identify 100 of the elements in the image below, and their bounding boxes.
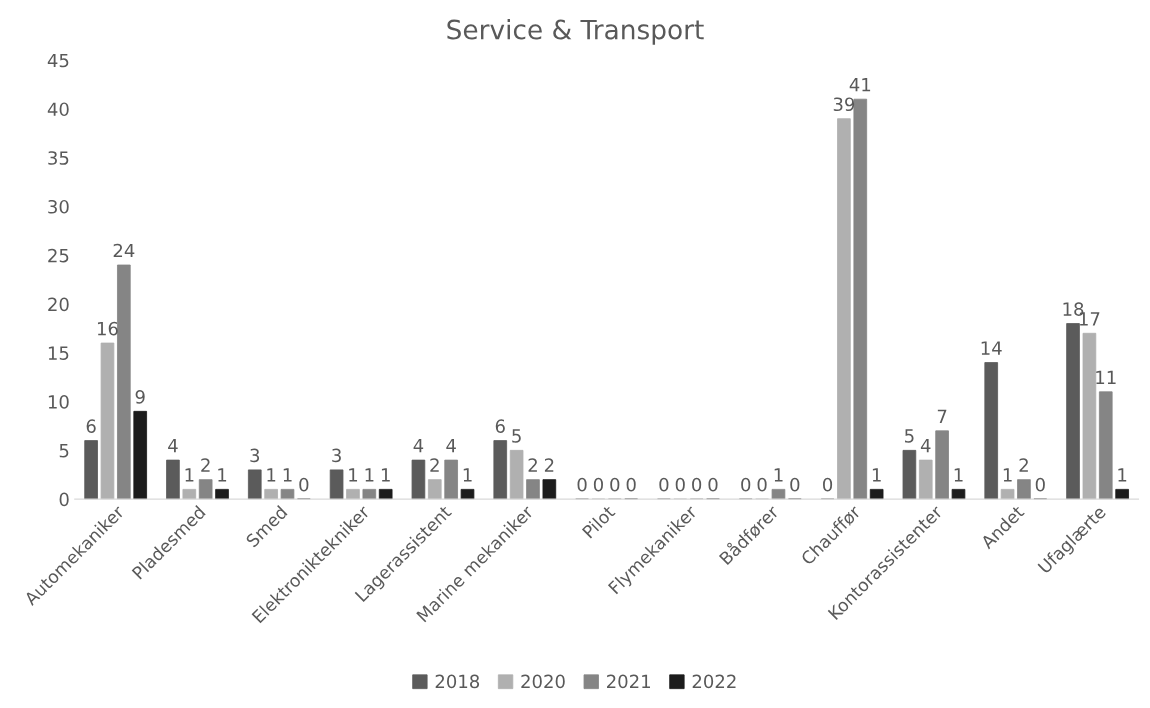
bar (935, 430, 949, 500)
y-tick-label: 0 (59, 492, 69, 507)
y-tick-label: 5 (59, 444, 69, 458)
bar (1098, 391, 1113, 500)
bar (117, 264, 131, 500)
data-label: 0 (708, 477, 718, 492)
bar (247, 469, 262, 500)
bar (1115, 488, 1129, 500)
data-label: 1 (267, 468, 276, 482)
data-label: 0 (692, 477, 702, 492)
data-label: 1 (381, 468, 390, 482)
data-label: 4 (168, 439, 178, 453)
data-label: 4 (413, 439, 424, 453)
data-label: 0 (1035, 477, 1045, 492)
bar (509, 449, 524, 500)
data-label: 0 (593, 477, 603, 492)
y-tick-label: 10 (48, 395, 69, 409)
bar (1082, 332, 1097, 500)
data-label: 41 (849, 78, 871, 92)
data-label: 3 (332, 448, 341, 463)
data-label: 0 (790, 477, 800, 492)
y-tick-label: 45 (47, 53, 69, 68)
data-label: 1 (283, 468, 292, 482)
legend-label: 2022 (692, 674, 736, 689)
data-label: 0 (823, 477, 833, 492)
bar (198, 479, 213, 500)
bar (444, 459, 458, 500)
y-tick-label: 15 (48, 346, 69, 360)
data-label: 0 (577, 477, 587, 492)
bar (1017, 479, 1031, 500)
data-label: 1 (954, 468, 963, 482)
data-label: 2 (1019, 458, 1028, 472)
bar (493, 440, 508, 500)
bar (411, 459, 426, 500)
bar (853, 98, 868, 500)
bar (329, 469, 344, 500)
bar (837, 118, 851, 500)
data-label: 39 (833, 97, 855, 112)
bar (902, 449, 917, 500)
data-label: 0 (610, 477, 620, 492)
bar (542, 479, 557, 500)
data-label: 4 (446, 439, 456, 453)
data-label: 1 (872, 468, 881, 482)
data-label: 14 (981, 341, 1002, 355)
chart-title: Service & Transport (447, 19, 704, 45)
data-label: 1 (1003, 468, 1012, 482)
bar (984, 362, 999, 500)
legend-label: 2021 (607, 674, 650, 689)
bar (166, 459, 180, 500)
bar (869, 488, 884, 500)
legend-label: 2020 (521, 674, 565, 689)
data-label: 1 (1118, 468, 1127, 482)
data-label: 6 (495, 419, 505, 433)
bar (182, 488, 197, 500)
bar (362, 488, 377, 500)
data-label: 1 (185, 468, 194, 482)
bar (526, 479, 540, 500)
data-label: 5 (905, 429, 914, 443)
y-tick-label: 35 (48, 151, 69, 165)
data-label: 7 (937, 409, 947, 423)
bar (918, 459, 933, 500)
data-label: 1 (774, 468, 783, 482)
legend-label: 2018 (435, 674, 480, 689)
data-label: 2 (544, 458, 554, 472)
data-label: 1 (463, 468, 472, 482)
bar (1066, 323, 1080, 500)
bar (215, 488, 229, 500)
data-label: 0 (757, 477, 767, 492)
bar (84, 440, 98, 500)
data-label: 2 (201, 458, 210, 472)
data-label: 1 (218, 468, 227, 482)
data-label: 0 (741, 477, 751, 492)
data-label: 1 (365, 468, 374, 482)
bar (133, 410, 148, 500)
data-label: 5 (512, 429, 521, 443)
data-label: 1 (349, 468, 358, 482)
bar (427, 479, 442, 500)
data-label: 0 (659, 477, 669, 492)
data-label: 0 (299, 477, 309, 492)
data-label: 24 (113, 243, 135, 258)
bar (771, 488, 786, 500)
bar (346, 488, 360, 500)
data-label: 0 (675, 477, 685, 492)
data-label: 9 (135, 390, 145, 404)
bar (378, 488, 393, 500)
y-tick-label: 25 (48, 248, 69, 263)
data-label: 2 (528, 458, 537, 472)
y-tick-label: 40 (47, 102, 69, 117)
bar (100, 342, 115, 500)
data-label: 4 (920, 439, 931, 453)
bar (951, 488, 966, 500)
data-label: 0 (626, 477, 636, 492)
bar (264, 488, 278, 500)
y-tick-label: 30 (48, 199, 69, 214)
bar (460, 488, 475, 500)
data-label: 3 (250, 448, 260, 463)
bar (1000, 488, 1015, 500)
y-tick-label: 20 (48, 297, 69, 312)
bar (280, 488, 295, 500)
data-label: 6 (86, 419, 96, 433)
